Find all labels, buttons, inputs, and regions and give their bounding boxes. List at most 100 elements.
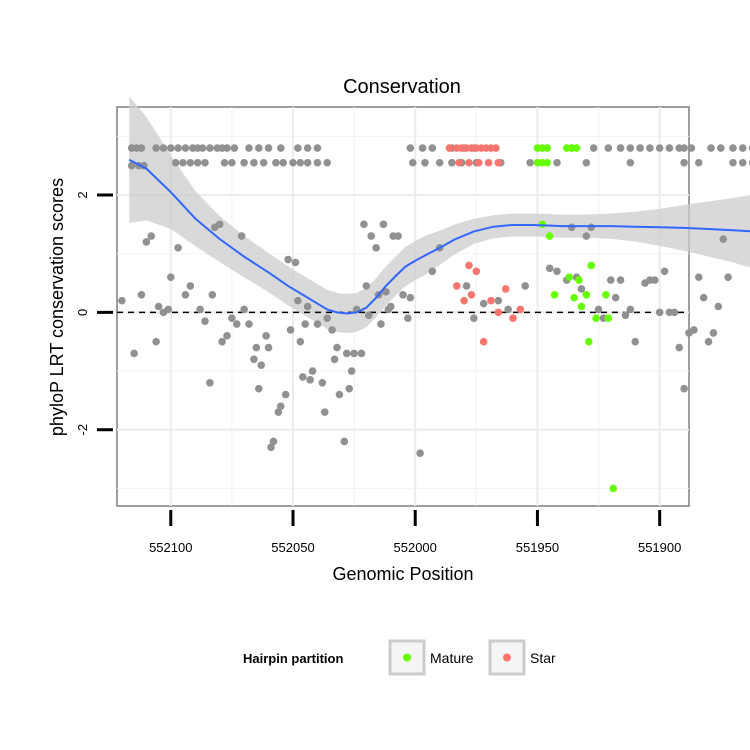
point-other: [364, 311, 373, 320]
point-other: [616, 276, 625, 284]
point-other: [291, 258, 300, 267]
point-star: [467, 290, 476, 299]
point-other: [186, 158, 195, 167]
point-other: [367, 232, 376, 240]
point-star: [516, 305, 525, 314]
point-other: [323, 314, 332, 323]
point-mature: [543, 144, 552, 152]
x-tick-label: 552050: [271, 540, 314, 555]
point-mature: [550, 290, 559, 299]
point-other: [626, 158, 635, 167]
point-other: [298, 373, 307, 381]
point-star: [465, 158, 473, 167]
point-other: [631, 337, 640, 346]
point-other: [680, 384, 688, 393]
point-other: [254, 144, 263, 152]
point-other: [738, 144, 747, 152]
point-other: [379, 220, 388, 229]
point-other: [333, 343, 341, 352]
point-star: [460, 296, 468, 305]
point-other: [328, 326, 336, 334]
confidence-band-area: [129, 96, 750, 334]
point-other: [738, 158, 747, 167]
point-other: [342, 349, 351, 358]
point-other: [137, 144, 146, 152]
y-tick-label: -2: [75, 424, 90, 436]
point-other: [264, 144, 273, 152]
point-other: [435, 158, 444, 167]
point-other: [340, 437, 349, 446]
point-other: [362, 282, 371, 290]
point-other: [276, 402, 285, 411]
point-other: [699, 293, 708, 302]
point-other: [665, 144, 674, 152]
legend-label: Mature: [430, 650, 474, 666]
point-other: [308, 367, 317, 375]
x-tick-label: 552000: [394, 540, 437, 555]
point-other: [179, 158, 187, 167]
point-other: [577, 285, 586, 293]
point-mature: [543, 158, 552, 167]
point-other: [386, 302, 395, 311]
point-other: [250, 355, 258, 364]
point-other: [281, 390, 290, 399]
point-other: [360, 220, 368, 229]
point-other: [164, 305, 173, 314]
point-other: [416, 449, 424, 457]
point-other: [166, 273, 175, 281]
point-other: [186, 282, 195, 290]
data-points: [118, 144, 750, 493]
point-other: [350, 349, 358, 358]
chart-title: Conservation: [343, 76, 461, 98]
point-other: [408, 158, 417, 167]
point-other: [313, 144, 322, 152]
point-other: [650, 276, 659, 284]
point-other: [646, 144, 654, 152]
point-other: [582, 158, 591, 167]
y-axis-label: phyloP LRT conservation scores: [47, 178, 67, 436]
point-other: [406, 293, 415, 302]
point-mature: [572, 144, 581, 152]
point-mature: [570, 293, 578, 302]
point-mature: [604, 314, 613, 323]
point-other: [418, 144, 427, 152]
point-other: [545, 264, 554, 273]
point-other: [687, 144, 696, 152]
point-other: [198, 144, 207, 152]
point-other: [553, 267, 561, 276]
point-other: [152, 144, 160, 152]
point-star: [455, 158, 464, 167]
point-other: [269, 437, 278, 446]
point-other: [724, 273, 732, 281]
point-other: [707, 144, 715, 152]
point-other: [306, 376, 314, 384]
point-other: [377, 320, 385, 328]
legend-key-dot: [503, 653, 511, 662]
point-other: [174, 244, 182, 252]
point-other: [201, 317, 209, 325]
point-other: [276, 144, 285, 152]
point-other: [286, 326, 295, 334]
point-other: [626, 305, 635, 314]
point-other: [250, 158, 258, 167]
point-other: [621, 311, 630, 320]
point-other: [137, 290, 146, 299]
point-other: [174, 144, 182, 152]
point-mature: [609, 484, 618, 493]
point-mature: [602, 290, 610, 299]
point-other: [470, 314, 478, 323]
point-other: [272, 158, 280, 167]
point-other: [636, 144, 644, 152]
legend-label: Star: [530, 650, 556, 666]
y-axis: -2 0 2: [75, 191, 113, 436]
point-mature: [545, 232, 554, 240]
point-other: [245, 144, 253, 152]
legend-entry-star: Star: [488, 639, 556, 676]
smooth-curve: [128, 158, 750, 315]
point-other: [428, 267, 437, 276]
y-tick-label: 0: [75, 309, 90, 316]
point-other: [335, 390, 344, 399]
point-mature: [565, 273, 574, 281]
point-other: [729, 158, 737, 167]
